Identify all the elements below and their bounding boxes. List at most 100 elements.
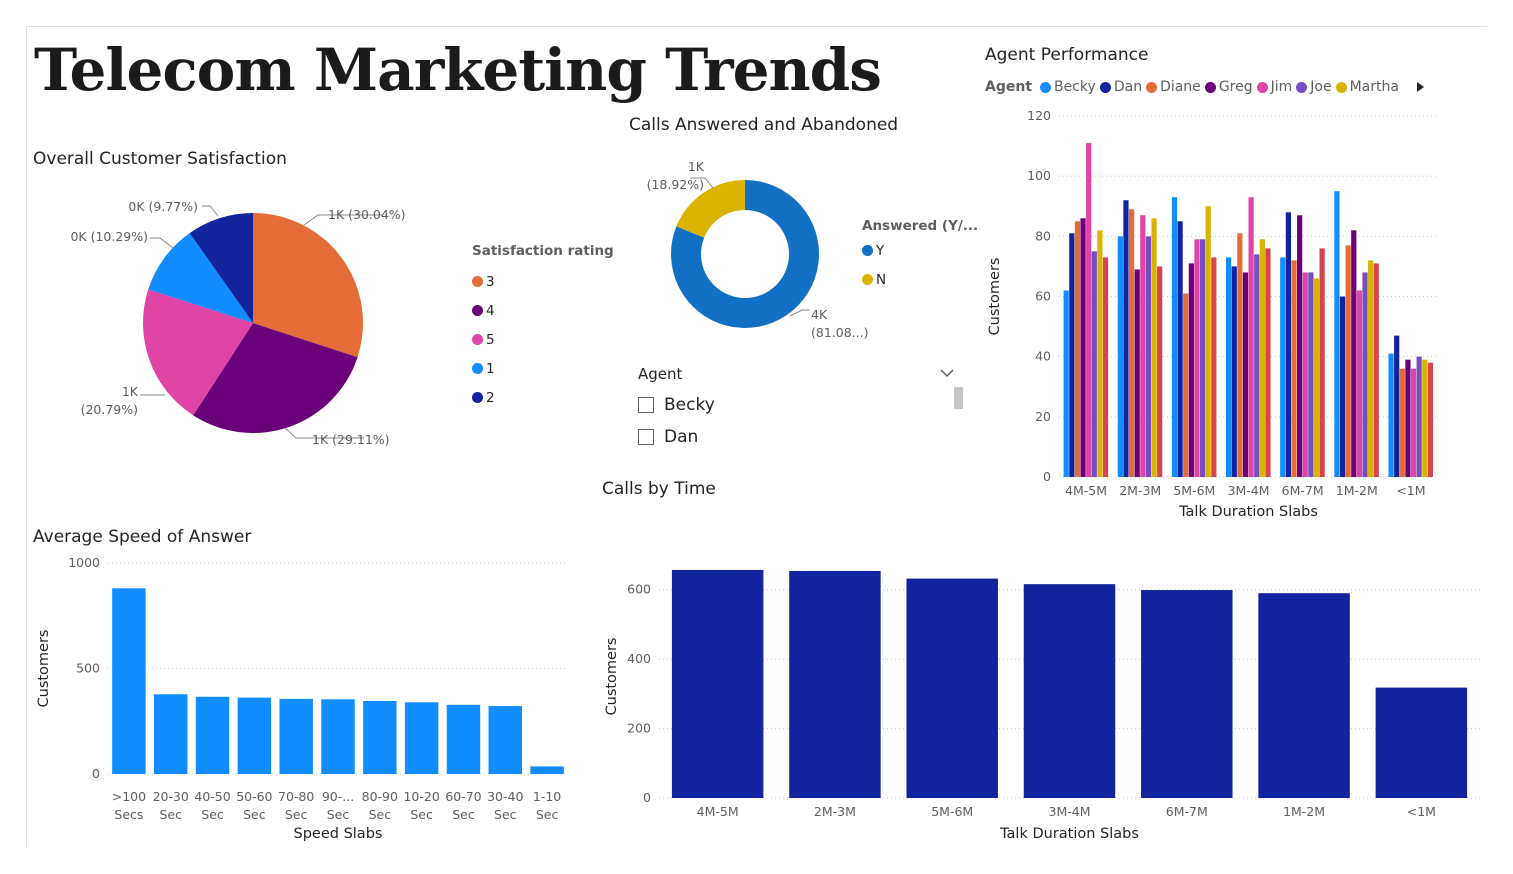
bar-3m-4m[interactable] [1023,584,1116,798]
bar-6m-7m-diane[interactable] [1291,260,1297,477]
calls-by-time-chart[interactable]: 0 200 400 600 4M-5M 2M-3M 5M-6M 3M-4M 6M-7M 1M-2M… [595,520,1485,845]
bar-3m-4m[interactable] [1265,248,1271,477]
bar-1m-2m-dan[interactable] [1339,296,1346,478]
bar-1m[interactable] [1427,362,1433,477]
bar-2m-3m[interactable] [1157,266,1163,477]
legend-item-rating-2[interactable]: 2 [472,383,614,412]
legend-item-n[interactable]: N [862,265,978,294]
bar-1m-2m-becky[interactable] [1334,191,1340,477]
bar-6m-7m-martha[interactable] [1313,278,1320,477]
bar-6m-7m[interactable] [1141,590,1233,798]
checkbox[interactable] [638,397,654,413]
bar-1m-2m-jim[interactable] [1356,290,1363,477]
satisfaction-pie-chart[interactable]: 1K (30.04%) 1K (29.11%) 1K (20.79%) 0K (… [60,190,460,460]
bar-1-10-sec[interactable] [530,766,564,774]
bar-1m-greg[interactable] [1405,359,1411,477]
bar-6m-7m-jim[interactable] [1302,272,1308,477]
bar-1m-2m-martha[interactable] [1368,260,1374,477]
bar-4m-5m[interactable] [1102,257,1109,477]
bar-6m-7m-becky[interactable] [1280,257,1286,477]
bar-90-sec[interactable] [321,699,355,774]
bar-4m-5m-joe[interactable] [1091,251,1097,477]
bar-1m-dan[interactable] [1394,335,1400,477]
legend-item-becky[interactable]: Becky [1040,79,1096,95]
bar-1m-diane[interactable] [1399,368,1405,477]
bar-80-90-sec[interactable] [363,700,397,774]
slicer-item-dan[interactable]: Dan [638,427,963,447]
pie-slice-rating-4[interactable] [193,323,358,433]
bar-1m-2m[interactable] [1373,263,1379,477]
bar-2m-3m-becky[interactable] [1117,236,1123,477]
bar-1m-martha[interactable] [1422,359,1428,477]
bar-6m-7m-dan[interactable] [1285,212,1292,477]
bar-3m-4m-greg[interactable] [1242,272,1249,477]
bar-4m-5m-becky[interactable] [1063,290,1069,477]
bar-2m-3m-martha[interactable] [1151,218,1157,477]
legend-item-rating-5[interactable]: 5 [472,325,614,354]
legend-item-dan[interactable]: Dan [1099,79,1142,95]
agent-performance-chart[interactable]: 0 20 40 60 80 100 120 4M-5M 2M-3M 5M-6M 3M-4M 6M-7M… [975,100,1465,525]
chevron-down-icon[interactable] [940,368,954,378]
bar-5m-6m-diane[interactable] [1183,293,1189,477]
bar-100-secs[interactable] [112,588,146,774]
bar-40-50-sec[interactable] [195,696,230,774]
bar-5m-6m[interactable] [906,578,998,798]
pie-slice-rating-1[interactable] [148,233,253,323]
legend-item-greg[interactable]: Greg [1204,79,1253,95]
legend-item-martha[interactable]: Martha [1335,79,1399,95]
bar-60-70-sec[interactable] [446,704,481,774]
pie-slice-rating-5[interactable] [143,289,253,416]
bar-3m-4m-joe[interactable] [1254,254,1260,477]
bar-20-30-sec[interactable] [154,694,188,774]
bar-3m-4m-martha[interactable] [1259,239,1265,477]
bar-2m-3m-jim[interactable] [1140,215,1146,477]
legend-item-jim[interactable]: Jim [1256,79,1292,95]
bar-2m-3m-joe[interactable] [1145,236,1152,477]
bar-5m-6m-becky[interactable] [1171,197,1178,477]
bar-5m-6m-jim[interactable] [1194,239,1200,477]
donut-slice-n[interactable] [676,180,745,238]
bar-3m-4m-diane[interactable] [1237,233,1243,477]
legend-item-diane[interactable]: Diane [1146,79,1201,95]
bar-6m-7m-joe[interactable] [1308,272,1314,477]
legend-item-y[interactable]: Y [862,236,978,265]
bar-10-20-sec[interactable] [404,702,439,774]
bar-3m-4m-dan[interactable] [1231,266,1237,477]
bar-1m-jim[interactable] [1410,368,1417,477]
bar-1m[interactable] [1375,687,1468,798]
bar-1m-2m-joe[interactable] [1362,272,1368,477]
bar-5m-6m-martha[interactable] [1205,206,1211,477]
slicer-item-becky[interactable]: Becky [638,395,963,415]
bar-2m-3m-dan[interactable] [1123,200,1129,477]
legend-item-rating-1[interactable]: 1 [472,354,614,383]
bar-1m-2m-greg[interactable] [1351,230,1357,477]
answered-donut-chart[interactable]: 1K (18.92%) 4K (81.08...) [630,150,890,350]
bar-4m-5m-martha[interactable] [1097,230,1103,477]
bar-5m-6m-dan[interactable] [1177,221,1183,477]
bar-4m-5m[interactable] [671,569,764,798]
speed-chart[interactable]: 0 500 1000 >100 Secs 20-30 Sec 40-50 Sec 50-60 Sec… [28,550,588,845]
bar-3m-4m-jim[interactable] [1248,197,1254,477]
bar-2m-3m[interactable] [789,570,881,798]
pie-slice-rating-3[interactable] [253,213,363,358]
bar-3m-4m-becky[interactable] [1226,257,1232,477]
bar-70-80-sec[interactable] [279,698,313,774]
legend-item-rating-3[interactable]: 3 [472,267,614,296]
bar-1m-joe[interactable] [1416,356,1422,477]
bar-1m-2m[interactable] [1258,593,1350,798]
legend-item-joe[interactable]: Joe [1296,79,1332,95]
bar-30-40-sec[interactable] [488,706,522,774]
bar-4m-5m-greg[interactable] [1080,218,1086,477]
bar-5m-6m[interactable] [1211,257,1217,477]
bar-2m-3m-diane[interactable] [1128,209,1135,477]
slicer-scrollbar[interactable] [954,387,963,409]
bar-5m-6m-greg[interactable] [1188,263,1194,477]
bar-5m-6m-joe[interactable] [1199,239,1206,477]
triangle-right-icon[interactable] [1415,81,1427,93]
checkbox[interactable] [638,429,654,445]
bar-1m-2m-diane[interactable] [1345,245,1351,477]
bar-6m-7m-greg[interactable] [1297,215,1303,477]
bar-4m-5m-diane[interactable] [1074,221,1081,477]
bar-4m-5m-dan[interactable] [1069,233,1075,477]
bar-6m-7m[interactable] [1319,248,1325,477]
